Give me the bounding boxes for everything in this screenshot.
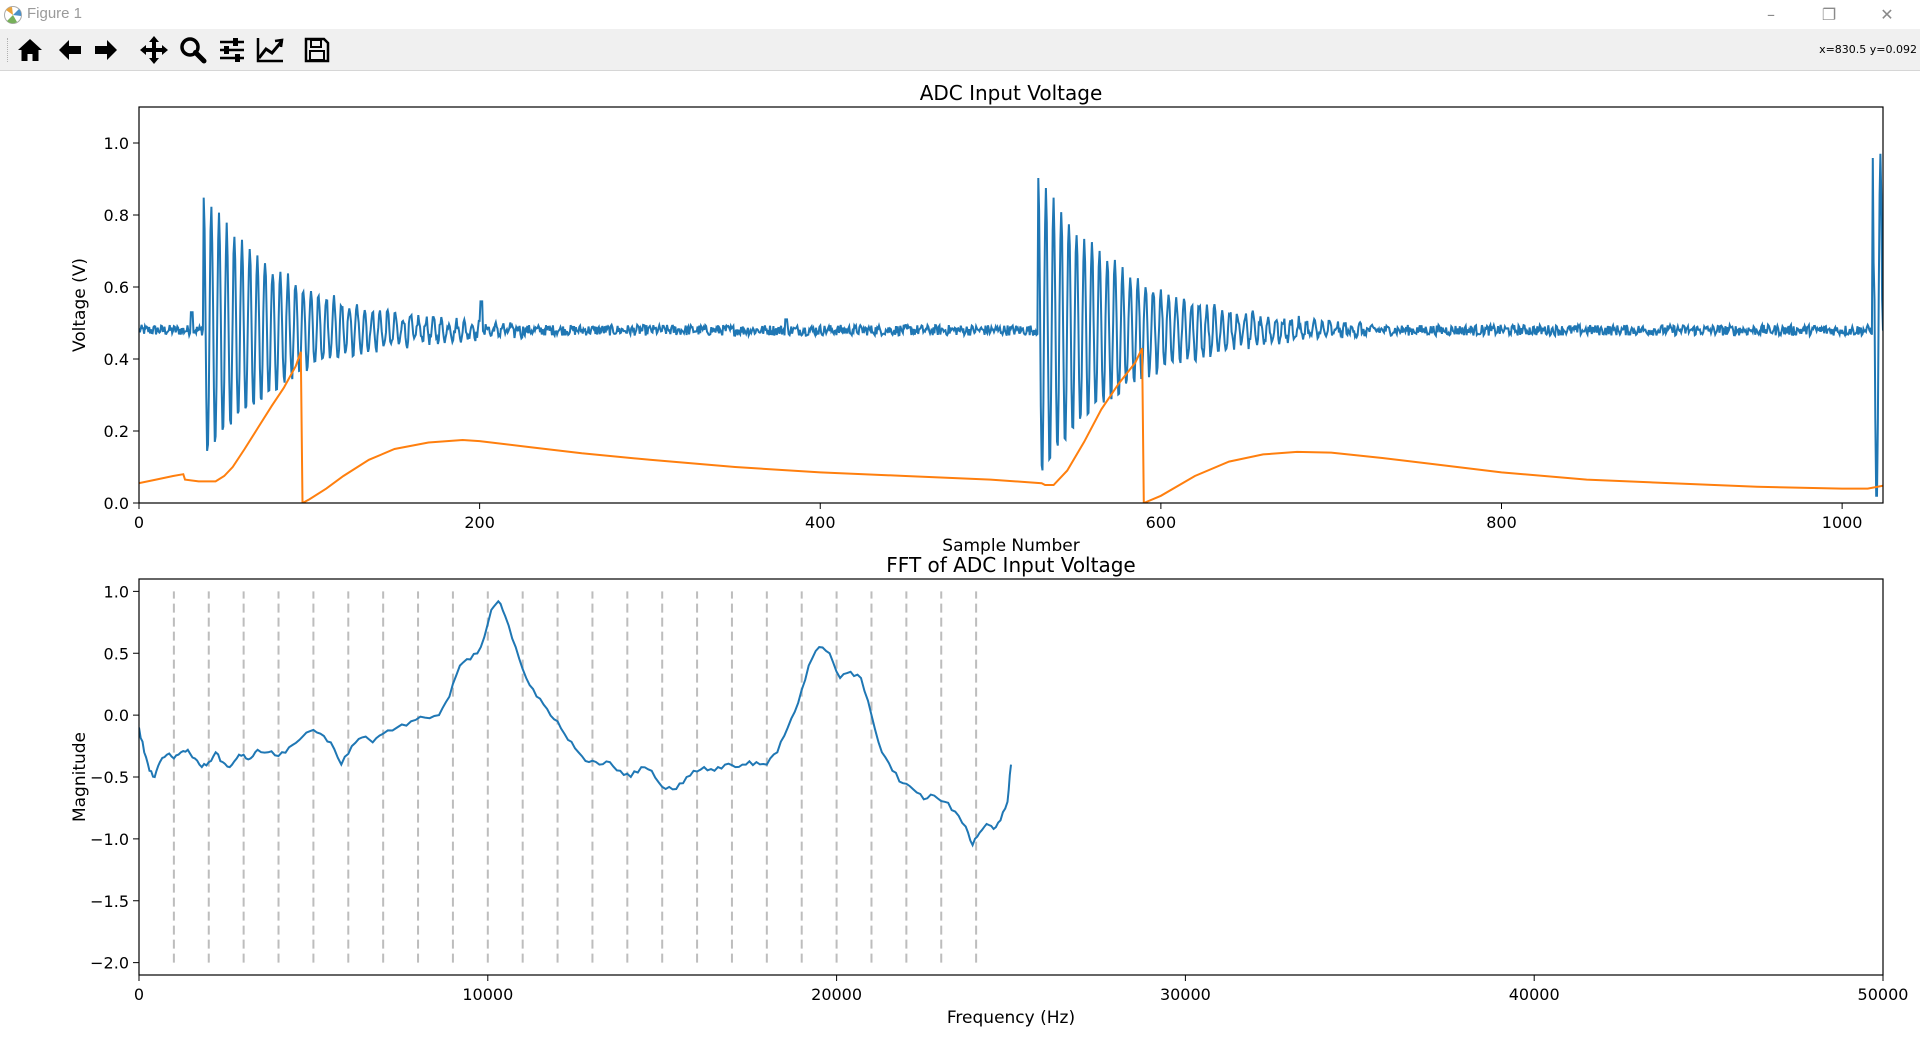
sliders-icon: [220, 38, 244, 62]
y-tick-label: −0.5: [90, 768, 129, 787]
x-tick-label: 20000: [811, 985, 862, 1004]
x-tick-label: 50000: [1858, 985, 1909, 1004]
voltage-ticks-group: 0 200 400 600 800 1000 0.0 0.2 0.4 0.6 0.8 1.0: [104, 134, 1863, 532]
x-tick-label: 0: [134, 985, 144, 1004]
magnifier-icon: [180, 37, 207, 64]
fft-series-group: [139, 599, 1012, 848]
voltage-axes[interactable]: 0 200 400 600 800 1000 0.0 0.2 0.4 0.6 0.8 1.0 ADC …: [70, 81, 1884, 556]
y-tick-label: 0.5: [104, 644, 129, 663]
voltage-series-group: [139, 153, 1883, 503]
y-tick-label: 0.2: [104, 422, 129, 441]
y-tick-label: 0.6: [104, 278, 129, 297]
x-tick-label: 600: [1146, 513, 1177, 532]
restore-icon: ❐: [1821, 5, 1837, 24]
x-tick-label: 1000: [1822, 513, 1863, 532]
home-button[interactable]: [13, 34, 47, 66]
x-tick-label: 800: [1486, 513, 1517, 532]
fft-magnitude-line: [139, 599, 1012, 848]
y-tick-label: −1.5: [90, 892, 129, 911]
figure-canvas[interactable]: 0 200 400 600 800 1000 0.0 0.2 0.4 0.6 0.8 1.0 ADC …: [0, 70, 1920, 1042]
home-icon: [18, 39, 42, 61]
save-button[interactable]: [300, 34, 334, 66]
y-tick-label: 0.4: [104, 350, 129, 369]
subplots-button[interactable]: [215, 34, 249, 66]
voltage-plot-frame: [138, 106, 1884, 504]
figure-svg[interactable]: 0 200 400 600 800 1000 0.0 0.2 0.4 0.6 0.8 1.0 ADC …: [0, 70, 1920, 1042]
x-tick-label: 200: [464, 513, 495, 532]
y-tick-label: −2.0: [90, 954, 129, 973]
fft-y-axis-label: Magnitude: [70, 732, 90, 822]
zoom-button[interactable]: [176, 34, 210, 66]
floppy-disk-icon: [304, 37, 330, 63]
y-tick-label: 0.0: [104, 706, 129, 725]
y-tick-label: 0.0: [104, 494, 129, 513]
y-tick-label: 0.8: [104, 206, 129, 225]
customize-button[interactable]: [253, 34, 287, 66]
y-tick-label: −1.0: [90, 830, 129, 849]
voltage-y-axis-label: Voltage (V): [70, 258, 90, 352]
fft-harmonic-lines-group: [172, 591, 978, 963]
back-button[interactable]: [53, 34, 87, 66]
fft-axes[interactable]: 0 10000 20000 30000 40000 50000 −2.0 −1.5 −1.0 −0…: [70, 553, 1908, 1028]
toolbar-grip[interactable]: [7, 38, 10, 62]
window-titlebar: Figure 1 – ❐ ✕: [0, 0, 1920, 29]
window-title: Figure 1: [27, 5, 83, 22]
x-tick-label: 10000: [462, 985, 513, 1004]
x-tick-label: 0: [134, 513, 144, 532]
x-tick-label: 400: [805, 513, 836, 532]
minimize-icon: –: [1767, 5, 1775, 24]
arrow-left-icon: [59, 40, 81, 60]
fft-ticks-group: 0 10000 20000 30000 40000 50000 −2.0 −1.5 −1.0 −0…: [90, 582, 1908, 1004]
line-chart-icon: [256, 38, 284, 63]
pan-button[interactable]: [137, 34, 171, 66]
y-tick-label: 1.0: [104, 134, 129, 153]
adc-voltage-line: [139, 153, 1883, 497]
fft-chart-title: FFT of ADC Input Voltage: [886, 553, 1135, 577]
fft-x-axis-label: Frequency (Hz): [947, 1008, 1075, 1028]
arrow-right-icon: [95, 40, 117, 60]
voltage-x-axis-label: Sample Number: [942, 536, 1079, 556]
voltage-chart-title: ADC Input Voltage: [920, 81, 1103, 105]
minimize-button[interactable]: –: [1742, 0, 1800, 29]
cursor-coordinates: x=830.5 y=0.092: [1819, 43, 1917, 56]
close-button[interactable]: ✕: [1858, 0, 1916, 29]
matplotlib-logo-icon: [4, 6, 22, 24]
move-icon: [140, 36, 168, 64]
x-tick-label: 30000: [1160, 985, 1211, 1004]
forward-button[interactable]: [89, 34, 123, 66]
fft-plot-frame: [138, 578, 1884, 976]
x-tick-label: 40000: [1509, 985, 1560, 1004]
close-icon: ✕: [1880, 5, 1894, 24]
navigation-toolbar: [0, 29, 1920, 71]
restore-button[interactable]: ❐: [1800, 0, 1858, 29]
y-tick-label: 1.0: [104, 582, 129, 601]
envelope-line: [139, 347, 1883, 503]
